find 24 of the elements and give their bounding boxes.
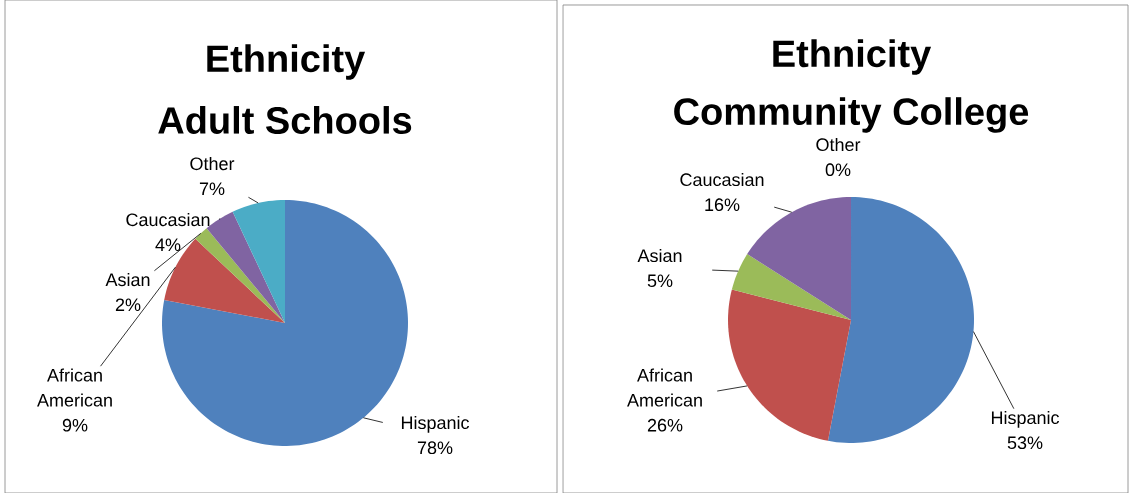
slice-label: Hispanic: [991, 410, 1060, 428]
slice-label: Hispanic: [401, 415, 470, 433]
slice-label: Caucasian: [680, 172, 764, 187]
slice-label: Caucasian: [126, 212, 210, 227]
chart-title: Ethnicity: [207, 44, 366, 80]
data-label: 4%: [155, 238, 181, 252]
slice-label: Asian: [637, 248, 682, 263]
data-label: 26%: [647, 418, 683, 432]
slice-label: African American: [627, 368, 702, 407]
data-label: 9%: [62, 418, 88, 432]
chart-subtitle: Adult Schools: [158, 106, 412, 134]
slice-label: Asian: [105, 272, 150, 287]
text: 0%: [825, 163, 851, 177]
data-label: 5%: [647, 274, 673, 288]
data-label: 16%: [705, 198, 740, 212]
chart-title: Ethnicity: [773, 39, 932, 75]
data-label: 53%: [1007, 436, 1043, 450]
slice-label: Other: [190, 156, 235, 171]
data-label: 2%: [115, 298, 141, 312]
data-label: 78%: [417, 441, 453, 455]
category-label: Other: [816, 137, 861, 152]
chart-subtitle: Community College: [674, 97, 1029, 133]
data-label: 7%: [199, 182, 225, 196]
slice-label: African American: [37, 368, 112, 407]
